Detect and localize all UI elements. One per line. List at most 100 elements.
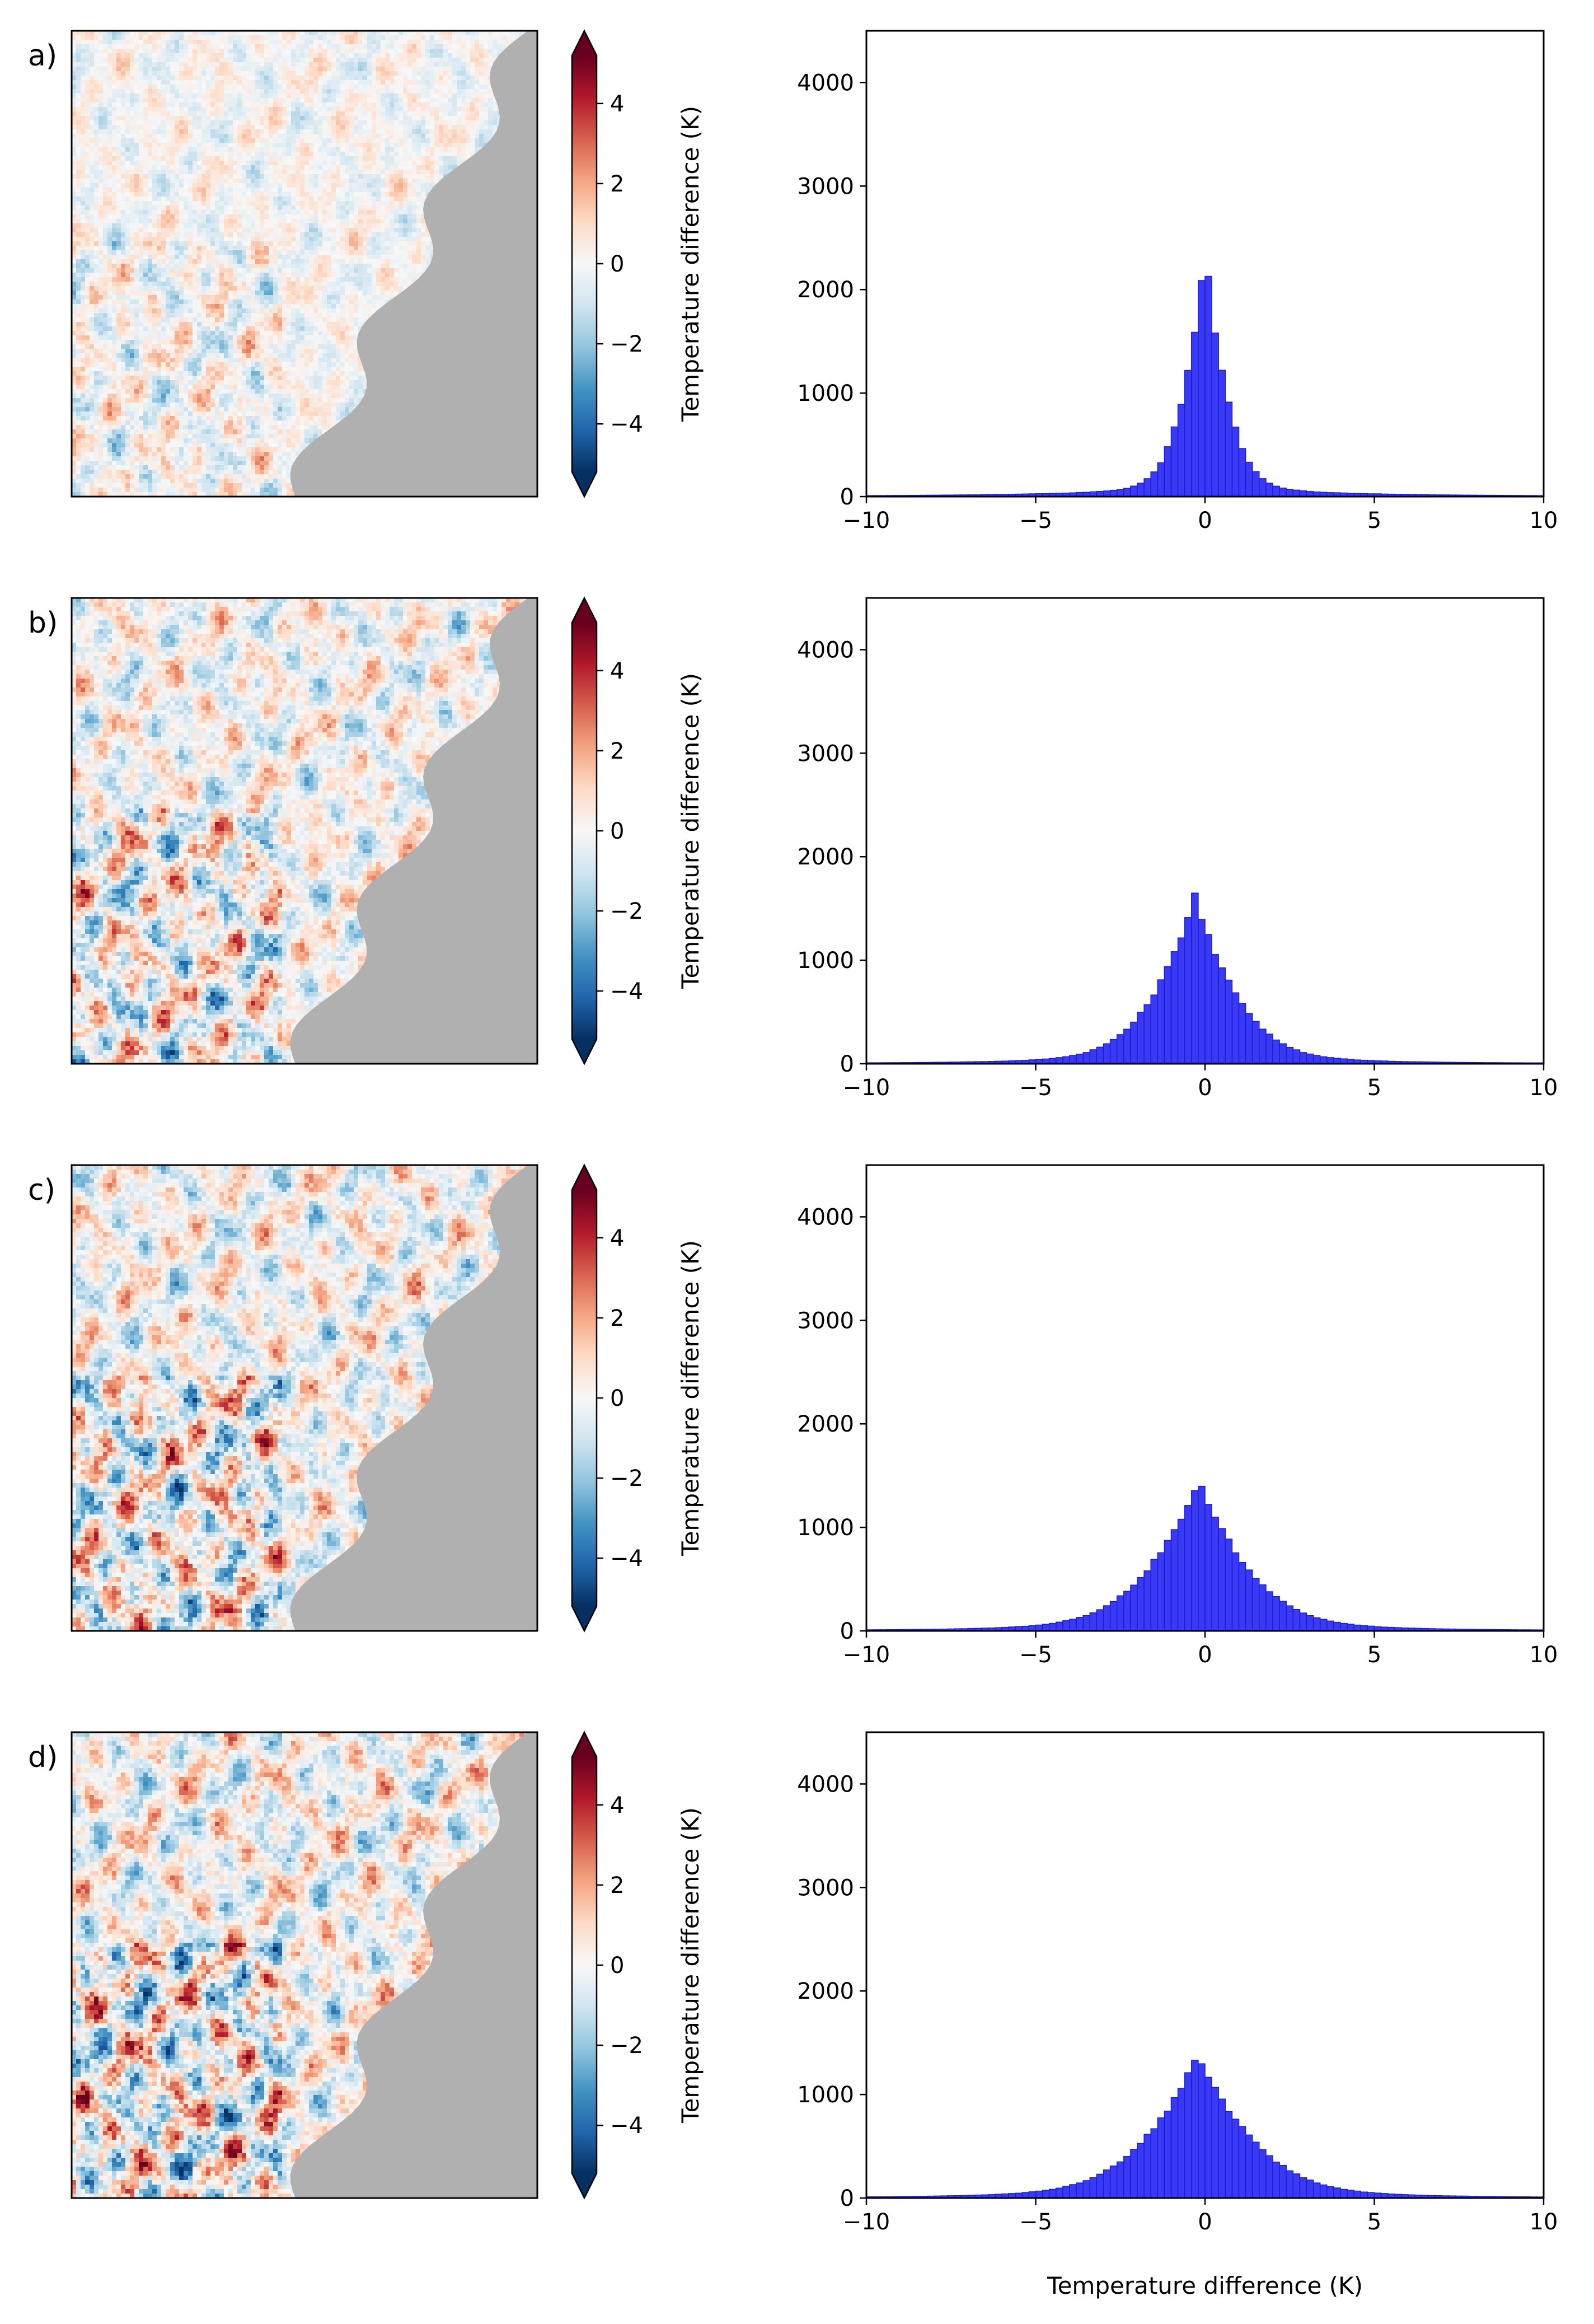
map-cell [367,71,372,76]
map-cell [233,71,238,76]
map-cell [184,44,189,49]
map-cell [215,44,220,49]
map-cell [85,49,90,54]
map-cell [193,67,198,72]
map-cell [161,35,166,40]
map-cell [107,67,112,72]
map-cell [497,35,502,40]
map-cell [175,93,180,99]
map-cell [282,35,287,40]
map-cell [215,93,220,99]
map-cell [363,62,368,67]
map-cell [385,58,390,63]
map-cell [201,44,207,49]
map-cell [193,53,198,58]
map-cell [116,80,121,85]
map-cell [206,89,211,94]
map-cell [331,40,336,45]
map-cell [425,67,430,72]
map-cell [470,67,475,72]
map-cell [246,35,251,40]
map-cell [331,67,336,72]
map-cell [219,35,224,40]
map-cell [457,89,462,94]
map-cell [157,67,162,72]
map-cell [233,93,238,99]
map-cell [385,49,390,54]
map-cell [81,85,86,90]
map-cell [116,40,121,45]
map-cell [278,89,283,94]
map-cell [81,44,86,49]
map-cell [273,76,278,81]
map-cell [210,76,215,81]
map-cell [264,62,269,67]
map-cell [125,44,130,49]
map-cell [327,40,332,45]
map-cell [466,49,471,54]
map-cell [367,62,372,67]
map-cell [304,80,310,85]
map-cell [407,53,412,58]
map-cell [237,49,242,54]
map-cell [372,67,377,72]
map-cell [90,58,95,63]
map-cell [121,62,126,67]
map-cell [385,62,390,67]
map-cell [85,76,90,81]
map-cell [318,76,323,81]
map-cell [385,93,390,99]
map-cell [403,93,408,99]
map-cell [407,71,412,76]
map-cell [322,44,327,49]
map-cell [439,44,444,49]
map-cell [161,67,166,72]
map-cell [304,44,310,49]
map-cell [157,93,162,99]
map-cell [300,58,305,63]
map-cell [161,93,166,99]
map-cell [161,89,166,94]
map-cell [206,49,211,54]
map-cell [439,93,444,99]
map-cell [255,49,260,54]
map-cell [372,49,377,54]
map-cell [291,93,296,99]
map-cell [125,40,130,45]
map-cell [282,76,287,81]
map-cell [340,93,345,99]
map-cell [255,40,260,45]
map-cell [430,62,435,67]
map-cell [327,71,332,76]
map-cell [103,58,108,63]
map-cell [107,93,112,99]
map-cell [134,67,139,72]
map-cell [466,35,471,40]
map-cell [304,40,310,45]
map-cell [434,35,439,40]
map-cell [139,35,144,40]
map-cell [484,93,489,99]
map-cell [179,76,184,81]
map-cell [179,35,184,40]
map-cell [390,67,395,72]
map-cell [166,49,171,54]
map-cell [390,89,395,94]
map-cell [94,89,99,94]
map-cell [278,80,283,85]
map-cell [493,35,498,40]
map-cell [345,93,350,99]
map-cell [309,49,314,54]
map-cell [421,80,426,85]
map-cell [246,71,251,76]
map-cell [201,80,207,85]
map-cell [349,49,354,54]
map-cell [201,93,207,99]
map-cell [143,35,148,40]
map-cell [300,53,305,58]
map-cell [363,71,368,76]
map-cell [282,67,287,72]
panel-label: a) [28,39,57,73]
map-cell [166,93,171,99]
map-cell [403,62,408,67]
